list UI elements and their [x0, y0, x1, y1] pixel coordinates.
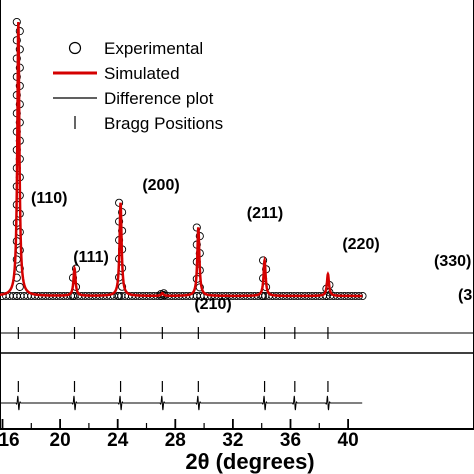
x-tick-label: 32	[222, 430, 243, 451]
x-axis-ticks: 16 20 24 28 32 36 40	[0, 419, 359, 451]
peak-label: (111)	[73, 249, 109, 266]
experimental-point	[15, 282, 24, 291]
x-tick-label: 40	[338, 430, 359, 451]
x-axis-title: 2θ (degrees)	[185, 449, 314, 474]
legend-label: Difference plot	[104, 89, 214, 108]
bragg-positions	[17, 327, 329, 339]
difference-plot	[0, 381, 363, 411]
peak-label: (110)	[31, 190, 67, 207]
experimental-series	[0, 17, 367, 301]
legend-label: Bragg Positions	[104, 114, 223, 133]
experimental-point	[15, 264, 24, 273]
peak-label: (200)	[142, 177, 179, 194]
legend: Experimental Simulated Difference plot Brag…	[53, 39, 223, 133]
peak-label: (330)	[434, 253, 471, 270]
x-tick-label: 16	[0, 430, 20, 451]
x-tick-label: 20	[50, 430, 71, 451]
peak-label: (210)	[194, 296, 231, 313]
peak-label: (211)	[247, 205, 283, 222]
difference-line	[0, 395, 363, 411]
experimental-point	[118, 282, 127, 291]
peak-label: (220)	[342, 236, 379, 253]
experimental-point	[12, 17, 21, 27]
simulated-line	[0, 21, 363, 298]
x-tick-label: 36	[280, 430, 301, 451]
legend-circle-marker	[68, 41, 82, 55]
legend-label: Simulated	[104, 64, 180, 83]
peak-label: (3	[458, 287, 472, 304]
x-tick-label: 24	[107, 430, 129, 451]
peak-labels: (110) (111) (200) (210) (211) (220) (330) (3	[31, 177, 472, 313]
plot-frame	[0, 0, 474, 430]
simulated-series	[0, 21, 363, 298]
x-tick-label: 28	[165, 430, 186, 451]
legend-label: Experimental	[104, 39, 203, 58]
